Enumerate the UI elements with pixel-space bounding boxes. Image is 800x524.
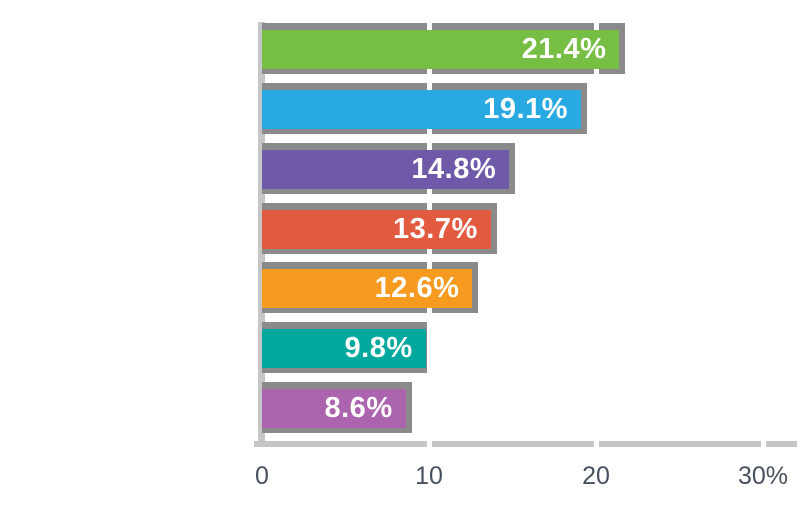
y-axis-line (258, 22, 265, 447)
x-tick-label: 20 (582, 462, 610, 490)
bar: 13.7% (262, 209, 491, 249)
x-axis-line (254, 441, 797, 447)
x-tick-label: 0 (255, 462, 269, 490)
x-tick-label: 30% (737, 462, 789, 490)
bar-value-label: 19.1% (483, 92, 568, 125)
bar-value-label: 12.6% (374, 272, 460, 305)
bar-value-label: 13.7% (393, 212, 478, 245)
bar: 14.8% (262, 149, 510, 189)
x-tick-label: 10 (415, 462, 443, 490)
bar-value-label: 9.8% (344, 332, 413, 365)
bar: 9.8% (262, 329, 426, 369)
bar: 21.4% (262, 30, 620, 69)
bar-value-label: 21.4% (521, 33, 607, 65)
gridline (760, 22, 766, 455)
bar-value-label: 8.6% (324, 392, 393, 425)
gridline (593, 22, 599, 455)
bar: 12.6% (262, 269, 473, 309)
bar: 8.6% (262, 389, 406, 429)
bar: 19.1% (262, 89, 581, 129)
plot-area: 21.4% 19.1% 14.8% 13.7% 12.6% 9.8% 8.6% (254, 22, 797, 455)
bar-value-label: 14.8% (411, 152, 497, 185)
